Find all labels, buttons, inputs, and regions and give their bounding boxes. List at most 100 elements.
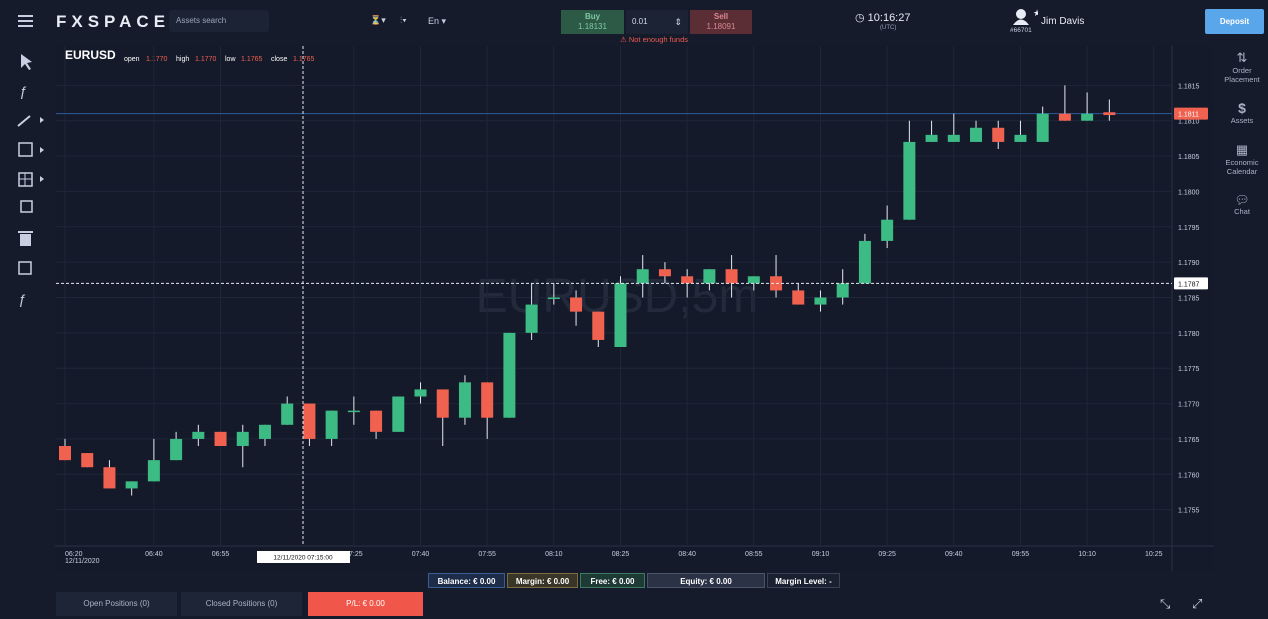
y-tick-label: 1.1775 bbox=[1178, 366, 1200, 373]
ohlc-label: open bbox=[124, 56, 140, 63]
language-label[interactable]: En bbox=[428, 16, 440, 26]
y-tick-label: 1.1755 bbox=[1178, 508, 1200, 515]
lot-value[interactable]: 0.01 bbox=[632, 17, 648, 26]
pl-value[interactable]: € 0.00 bbox=[362, 599, 385, 608]
ohlc-value: 1.1770 bbox=[195, 56, 217, 63]
buy-label[interactable]: Buy bbox=[584, 12, 601, 21]
y-tick-label: 1.1815 bbox=[1178, 83, 1200, 90]
stat-label: Equity: bbox=[680, 577, 708, 586]
formula-tool[interactable]: ƒ bbox=[19, 83, 27, 99]
search-box[interactable]: Assets search bbox=[169, 10, 269, 32]
candle-body bbox=[614, 283, 627, 347]
language[interactable]: En ▾ bbox=[428, 16, 447, 26]
user-id: #66701 bbox=[1010, 27, 1032, 34]
hide-tool[interactable] bbox=[18, 261, 32, 275]
candle-body bbox=[103, 467, 116, 489]
sell-price[interactable]: 1.18091 bbox=[706, 22, 736, 31]
candle-body bbox=[658, 269, 671, 277]
clock-zone: (UTC) bbox=[880, 25, 897, 31]
stat-label: Margin Level: bbox=[775, 577, 827, 586]
sell-label[interactable]: Sell bbox=[713, 12, 729, 21]
sidebar-label[interactable]: Assets bbox=[1230, 116, 1254, 125]
collapse-icon[interactable]: ⤡ bbox=[1160, 596, 1171, 611]
line-tool[interactable] bbox=[17, 115, 31, 127]
sell-button[interactable]: Sell 1.18091 bbox=[690, 10, 752, 34]
buy-button[interactable]: Buy 1.18131 bbox=[561, 10, 624, 34]
candle-body bbox=[525, 304, 538, 333]
delete-tool[interactable] bbox=[20, 234, 31, 246]
deposit-button[interactable]: Deposit bbox=[1205, 9, 1264, 34]
ohlc-value: 1.1770 bbox=[146, 56, 168, 63]
margin-level: Margin Level: - bbox=[767, 573, 840, 588]
pl-label[interactable]: P/L: bbox=[346, 599, 361, 608]
stat-value: € 0.00 bbox=[612, 577, 635, 586]
buy-price[interactable]: 1.18131 bbox=[578, 22, 607, 31]
crosshair-price-label: 1.1787 bbox=[1178, 281, 1200, 288]
candle-body bbox=[681, 276, 694, 284]
x-tick-label: 09:25 bbox=[878, 551, 896, 558]
stat-label: Free: bbox=[590, 577, 611, 586]
y-tick-label: 1.1770 bbox=[1178, 402, 1200, 409]
candle-body bbox=[458, 382, 471, 418]
stat-value: - bbox=[829, 577, 832, 586]
candle-body bbox=[325, 410, 338, 439]
candle-body bbox=[858, 240, 871, 284]
order-placement[interactable]: ⇅ Order Placement bbox=[1218, 50, 1266, 84]
sidebar-label[interactable]: Chat bbox=[1234, 207, 1250, 216]
stat-value: € 0.00 bbox=[473, 577, 496, 586]
crosshair-time-tag bbox=[257, 551, 350, 563]
stat-label: Margin: bbox=[515, 577, 545, 586]
x-tick-label: 07:40 bbox=[412, 551, 430, 558]
crosshair-price-tag bbox=[1174, 277, 1208, 290]
x-tick-label: 06:55 bbox=[212, 551, 230, 558]
balance: Balance: € 0.00 bbox=[428, 573, 505, 588]
x-tick-label: 09:40 bbox=[945, 551, 963, 558]
assets[interactable]: $ Assets bbox=[1218, 100, 1266, 125]
shape-tool[interactable] bbox=[18, 142, 33, 157]
candle-body bbox=[947, 134, 960, 142]
cursor-tool[interactable] bbox=[21, 54, 32, 70]
indicator-tool[interactable]: ƒ bbox=[18, 291, 26, 307]
candle-body bbox=[81, 453, 94, 468]
clone-tool[interactable] bbox=[20, 200, 33, 213]
ohlc-value: 1.1765 bbox=[293, 56, 315, 63]
user-icon[interactable]: ★ bbox=[1012, 8, 1038, 26]
pl-tab[interactable]: P/L: € 0.00 bbox=[308, 592, 423, 616]
candle-body bbox=[503, 332, 516, 418]
logo: FXSPACE bbox=[56, 12, 171, 31]
symbol: EURUSD bbox=[65, 48, 116, 62]
user-name[interactable]: Jim Davis bbox=[1041, 16, 1085, 27]
economic-calendar[interactable]: ▦ Economic Calendar bbox=[1218, 142, 1266, 176]
expand-icon[interactable]: ⤢ bbox=[1192, 596, 1203, 611]
ohlc-value: 1.1765 bbox=[241, 56, 263, 63]
last-price-label: 1.1811 bbox=[1178, 112, 1199, 119]
left-toolbar: ƒ ƒ bbox=[17, 54, 44, 307]
candle-body bbox=[836, 283, 849, 298]
candle-body bbox=[725, 269, 738, 284]
warning: ⚠ Not enough funds bbox=[620, 35, 689, 44]
lot-input[interactable]: 0.01 ⇕ bbox=[626, 10, 688, 34]
last-price-tag bbox=[1174, 107, 1208, 120]
closed-positions-tab[interactable]: Closed Positions (0) bbox=[181, 592, 302, 616]
candle-body bbox=[970, 127, 983, 142]
chart: EURUSD open 1.1770 high 1.1770 low 1.176… bbox=[55, 46, 1214, 571]
y-tick-label: 1.1780 bbox=[1178, 331, 1200, 338]
candle-body bbox=[481, 382, 494, 418]
candle-body bbox=[370, 410, 383, 432]
chat[interactable]: 💬︎ Chat bbox=[1218, 193, 1266, 216]
sidebar-label[interactable]: Order Placement bbox=[1224, 66, 1260, 84]
x-tick-label: 08:25 bbox=[612, 551, 630, 558]
y-tick-label: 1.1790 bbox=[1178, 260, 1200, 267]
candle-body bbox=[1014, 134, 1027, 142]
sidebar-label[interactable]: Economic Calendar bbox=[1225, 158, 1259, 176]
x-tick-label: 10:10 bbox=[1078, 551, 1096, 558]
interval-icon[interactable]: ⏳▾ bbox=[370, 15, 386, 25]
chart-type-icon[interactable]: ⫶▾ bbox=[400, 15, 407, 25]
candle-body bbox=[236, 431, 249, 446]
candle-body bbox=[903, 141, 916, 220]
candle-body bbox=[992, 127, 1005, 142]
open-positions-tab[interactable]: Open Positions (0) bbox=[56, 592, 177, 616]
menu-icon[interactable] bbox=[18, 15, 34, 28]
candle-body bbox=[392, 396, 405, 432]
